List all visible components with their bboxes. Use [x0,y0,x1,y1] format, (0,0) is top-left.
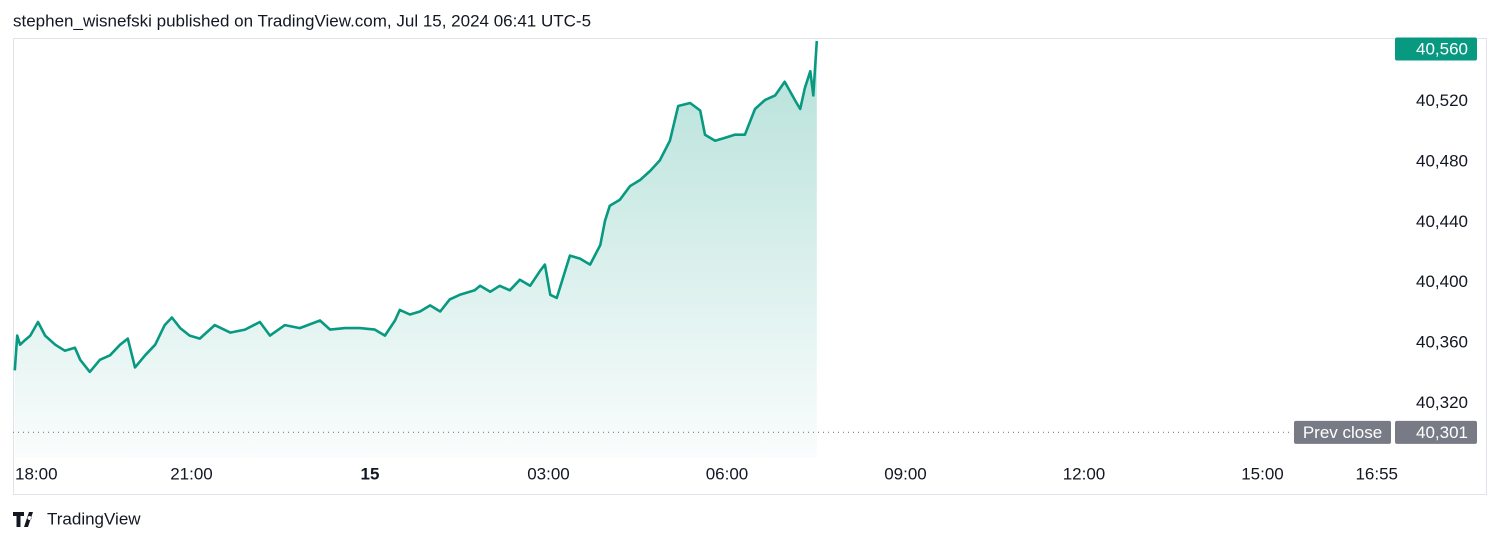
x-tick-label: 06:00 [706,464,749,483]
last-price-label: 40,560 [1416,39,1468,58]
y-tick-label: 40,360 [1416,333,1468,352]
chart-frame [13,38,1487,495]
logo [13,512,33,527]
footer-brand: TradingView [47,509,141,528]
x-tick-label: 18:00 [15,464,58,483]
prev-close-value-badge [1395,420,1477,444]
y-tick-label: 40,520 [1416,91,1468,110]
prev-close-name: Prev close [1303,423,1382,442]
area-fill [14,41,817,458]
y-tick-label: 40,440 [1416,212,1468,231]
y-tick-label: 40,320 [1416,393,1468,412]
header: stephen_wisnefski published on TradingVi… [13,11,591,30]
last-price-badge [1395,37,1477,61]
x-tick-label: 16:55 [1355,464,1398,483]
price-line [13,40,819,374]
y-tick-label: 40,400 [1416,272,1468,291]
x-tick-label: 21:00 [170,464,213,483]
x-tick-label: 12:00 [1063,464,1106,483]
x-tick-label: 15 [361,464,380,483]
x-tick-label: 15:00 [1241,464,1284,483]
prev-close-label: 40,301 [1416,423,1468,442]
x-tick-label: 03:00 [527,464,570,483]
prev-close-name-badge [1294,420,1391,444]
x-tick-label: 09:00 [884,464,927,483]
y-tick-label: 40,480 [1416,151,1468,170]
